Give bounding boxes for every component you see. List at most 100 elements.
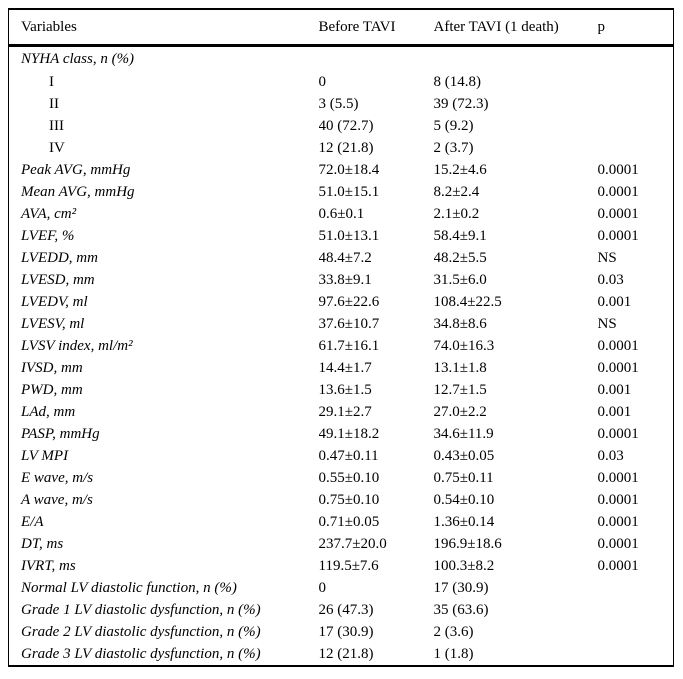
before-tavi-value: 14.4±1.7 bbox=[318, 360, 372, 376]
variable-label: Mean AVG, mmHg bbox=[21, 184, 135, 200]
before-tavi-value: 37.6±10.7 bbox=[318, 316, 380, 332]
p-value: 0.0001 bbox=[597, 426, 639, 442]
before-tavi-value: 51.0±15.1 bbox=[318, 184, 380, 200]
col-header-before-tavi: Before TAVI bbox=[318, 9, 434, 47]
before-tavi-value: 0.6±0.1 bbox=[318, 206, 365, 222]
p-value bbox=[598, 621, 674, 643]
p-value: 0.001 bbox=[597, 382, 632, 398]
variable-label: AVA, cm² bbox=[21, 206, 77, 222]
tavi-comparison-table: Variables Before TAVI After TAVI (1 deat… bbox=[8, 8, 674, 667]
after-tavi-value: 17 (30.9) bbox=[433, 580, 489, 596]
before-tavi-value: 119.5±7.6 bbox=[318, 558, 379, 574]
before-tavi-value: 29.1±2.7 bbox=[318, 404, 372, 420]
variable-label: IV bbox=[49, 140, 65, 156]
table-row: E wave, m/s 0.55±0.10 0.75±0.11 0.0001 bbox=[9, 467, 674, 489]
p-value: 0.0001 bbox=[597, 514, 639, 530]
p-value bbox=[598, 643, 674, 666]
after-tavi-value: 2 (3.7) bbox=[433, 140, 474, 156]
table-row: DT, ms 237.7±20.0 196.9±18.6 0.0001 bbox=[9, 533, 674, 555]
after-tavi-value: 48.2±5.5 bbox=[433, 250, 487, 266]
table-row: Mean AVG, mmHg 51.0±15.1 8.2±2.4 0.0001 bbox=[9, 181, 674, 203]
variable-label: E/A bbox=[21, 514, 44, 530]
table-row: LVESD, mm 33.8±9.1 31.5±6.0 0.03 bbox=[9, 269, 674, 291]
p-value: 0.0001 bbox=[597, 536, 639, 552]
p-value: 0.0001 bbox=[597, 206, 639, 222]
p-value: 0.0001 bbox=[597, 338, 639, 354]
table-row: Normal LV diastolic function, n (%) 0 17 (… bbox=[9, 577, 674, 599]
after-tavi-value: 0.75±0.11 bbox=[433, 470, 494, 486]
variable-label: LAd, mm bbox=[21, 404, 76, 420]
variable-label: Peak AVG, mmHg bbox=[21, 162, 131, 178]
before-tavi-value: 0.75±0.10 bbox=[318, 492, 380, 508]
after-tavi-value: 0.43±0.05 bbox=[433, 448, 495, 464]
variable-label: Grade 1 LV diastolic dysfunction, n (%) bbox=[21, 602, 261, 618]
before-tavi-value: 0 bbox=[318, 580, 327, 596]
before-tavi-value: 49.1±18.2 bbox=[318, 426, 380, 442]
before-tavi-value: 33.8±9.1 bbox=[318, 272, 372, 288]
p-value bbox=[598, 577, 674, 599]
after-tavi-value: 31.5±6.0 bbox=[433, 272, 487, 288]
p-value: 0.001 bbox=[597, 404, 632, 420]
after-tavi-value: 58.4±9.1 bbox=[433, 228, 487, 244]
after-tavi-value: 100.3±8.2 bbox=[433, 558, 495, 574]
table-row: AVA, cm² 0.6±0.1 2.1±0.2 0.0001 bbox=[9, 203, 674, 225]
variable-label: A wave, m/s bbox=[21, 492, 93, 508]
variable-label: NYHA class, n (%) bbox=[21, 51, 135, 67]
before-tavi-value: 51.0±13.1 bbox=[318, 228, 380, 244]
p-value: 0.0001 bbox=[597, 492, 639, 508]
p-value: 0.03 bbox=[597, 448, 624, 464]
after-tavi-value: 13.1±1.8 bbox=[433, 360, 487, 376]
before-tavi-value: 40 (72.7) bbox=[318, 118, 374, 134]
after-tavi-value: 15.2±4.6 bbox=[433, 162, 487, 178]
p-value bbox=[598, 71, 674, 93]
before-tavi-value: 237.7±20.0 bbox=[318, 536, 387, 552]
table-row: Grade 1 LV diastolic dysfunction, n (%) 2… bbox=[9, 599, 674, 621]
col-header-after-tavi: After TAVI (1 death) bbox=[433, 9, 598, 47]
before-tavi-value: 0 bbox=[318, 74, 327, 90]
header-row: Variables Before TAVI After TAVI (1 deat… bbox=[8, 9, 674, 47]
before-tavi-value: 12 (21.8) bbox=[318, 646, 374, 662]
variable-label: I bbox=[49, 74, 54, 90]
table-row: IVSD, mm 14.4±1.7 13.1±1.8 0.0001 bbox=[9, 357, 674, 379]
after-tavi-value: 196.9±18.6 bbox=[433, 536, 502, 552]
variable-label: LVSV index, ml/m² bbox=[21, 338, 133, 354]
variable-label: LV MPI bbox=[21, 448, 69, 464]
after-tavi-value: 8.2±2.4 bbox=[433, 184, 480, 200]
variable-label: Normal LV diastolic function, n (%) bbox=[21, 580, 237, 596]
after-tavi-value: 34.6±11.9 bbox=[433, 426, 494, 442]
tavi-table-container: Variables Before TAVI After TAVI (1 deat… bbox=[8, 8, 674, 667]
table-row: LVEDV, ml 97.6±22.6 108.4±22.5 0.001 bbox=[9, 291, 674, 313]
before-tavi-value: 13.6±1.5 bbox=[318, 382, 372, 398]
before-tavi-value: 97.6±22.6 bbox=[318, 294, 380, 310]
variable-label: LVEF, % bbox=[21, 228, 75, 244]
p-value bbox=[598, 137, 674, 159]
after-tavi-value: 2 (3.6) bbox=[433, 624, 474, 640]
table-header: Variables Before TAVI After TAVI (1 deat… bbox=[8, 9, 674, 47]
variable-label: E wave, m/s bbox=[21, 470, 94, 486]
before-tavi-value: 0.47±0.11 bbox=[318, 448, 379, 464]
table-row: A wave, m/s 0.75±0.10 0.54±0.10 0.0001 bbox=[9, 489, 674, 511]
table-row: IV 12 (21.8) 2 (3.7) bbox=[9, 137, 674, 159]
col-header-variables: Variables bbox=[8, 9, 319, 47]
table-row: LV MPI 0.47±0.11 0.43±0.05 0.03 bbox=[9, 445, 674, 467]
table-row: NYHA class, n (%) bbox=[9, 46, 674, 72]
after-tavi-value: 1 (1.8) bbox=[433, 646, 474, 662]
before-tavi-value: 3 (5.5) bbox=[318, 96, 359, 112]
table-row: LVEF, % 51.0±13.1 58.4±9.1 0.0001 bbox=[9, 225, 674, 247]
variable-label: Grade 3 LV diastolic dysfunction, n (%) bbox=[21, 646, 261, 662]
p-value: NS bbox=[597, 250, 617, 266]
after-tavi-value: 2.1±0.2 bbox=[433, 206, 480, 222]
table-row: LAd, mm 29.1±2.7 27.0±2.2 0.001 bbox=[9, 401, 674, 423]
p-value bbox=[598, 93, 674, 115]
variable-label: IVSD, mm bbox=[21, 360, 83, 376]
variable-label: PWD, mm bbox=[21, 382, 83, 398]
after-tavi-value: 35 (63.6) bbox=[433, 602, 489, 618]
variable-label: II bbox=[49, 96, 59, 112]
before-tavi-value: 0.55±0.10 bbox=[318, 470, 380, 486]
table-row: Peak AVG, mmHg 72.0±18.4 15.2±4.6 0.0001 bbox=[9, 159, 674, 181]
table-row: LVEDD, mm 48.4±7.2 48.2±5.5 NS bbox=[9, 247, 674, 269]
p-value: 0.0001 bbox=[597, 162, 639, 178]
table-row: I 0 8 (14.8) bbox=[9, 71, 674, 93]
before-tavi-value bbox=[319, 46, 434, 72]
variable-label: LVESD, mm bbox=[21, 272, 95, 288]
